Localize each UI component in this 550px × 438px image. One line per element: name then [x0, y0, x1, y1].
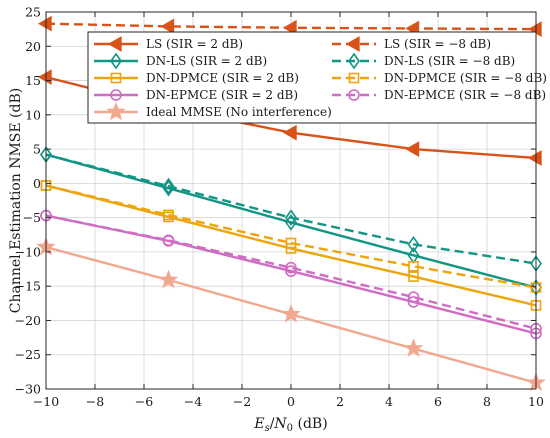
data-point-marker: [285, 265, 297, 277]
data-point-marker: [407, 235, 420, 253]
y-tick-label: −10: [15, 244, 41, 259]
legend-marker: [345, 36, 360, 52]
legend-label: DN-EPMCE (SIR = −8 dB): [384, 88, 546, 102]
legend-item: DN-LS (SIR = −8 dB): [332, 52, 515, 70]
legend-marker: [348, 89, 360, 101]
y-tick-label: 10: [25, 107, 41, 122]
series-line: [45, 184, 537, 307]
x-tick-label: −8: [86, 394, 104, 409]
y-tick-label: 15: [25, 73, 41, 88]
legend-item: Ideal MMSE (No interference): [94, 101, 332, 121]
series-ls-sir-minus8-db: [37, 15, 542, 38]
legend-label: LS (SIR = −8 dB): [384, 37, 491, 51]
tick-layer: −10 −8 −6 −4 −2 0 2 4 6 8 10−30−25−20−15−10−505101…: [15, 5, 544, 410]
data-point-marker: [282, 124, 297, 141]
y-tick-label: −25: [15, 347, 41, 362]
legend-label: Ideal MMSE (No interference): [146, 105, 332, 119]
legend-box: [87, 31, 537, 124]
legend-label: LS (SIR = 2 dB): [146, 37, 243, 51]
x-tick-label: 6: [434, 394, 442, 409]
y-tick-label: 20: [25, 39, 41, 54]
x-tick-label: 4: [385, 394, 393, 409]
legend-marker: [110, 89, 122, 101]
x-tick-label: 8: [483, 394, 491, 409]
data-point-marker: [281, 304, 301, 323]
y-tick-label: 25: [25, 5, 41, 20]
data-point-marker: [407, 291, 420, 303]
data-point-marker: [162, 234, 175, 247]
x-tick-label: −6: [135, 394, 153, 409]
data-point-marker: [162, 177, 175, 195]
legend-label: DN-EPMCE (SIR = 2 dB): [146, 88, 298, 102]
legend-item: DN-EPMCE (SIR = −8 dB): [332, 88, 546, 102]
y-tick-label: −20: [15, 313, 41, 328]
data-point-marker: [163, 209, 174, 221]
series-line: [45, 153, 537, 265]
legend-item: DN-LS (SIR = 2 dB): [94, 52, 267, 70]
legend: LS (SIR = 2 dB) LS (SIR = −8 dB) DN-LS (SI…: [87, 31, 547, 124]
data-point-marker: [405, 141, 420, 157]
legend-marker: [110, 52, 122, 70]
legend-item: DN-EPMCE (SIR = 2 dB): [94, 88, 298, 102]
series-line: [45, 153, 537, 289]
x-tick-label: −2: [233, 394, 251, 409]
data-point-marker: [285, 243, 297, 254]
legend-marker: [348, 72, 360, 84]
y-tick-label: 0: [33, 176, 41, 191]
legend-item: LS (SIR = −8 dB): [332, 36, 491, 52]
y-axis-label: Channel Estimation NMSE (dB): [8, 88, 24, 313]
legend-label: DN-LS (SIR = −8 dB): [384, 54, 515, 68]
x-axis-label: Es/N0 (dB): [253, 416, 327, 434]
legend-label: DN-DPMCE (SIR = 2 dB): [146, 71, 299, 85]
x-tick-label: −4: [184, 394, 202, 409]
data-point-marker: [408, 271, 419, 282]
y-tick-label: −5: [23, 210, 41, 225]
y-tick-label: −15: [15, 279, 41, 294]
legend-item: LS (SIR = 2 dB): [94, 36, 243, 52]
data-point-marker: [282, 19, 297, 36]
x-tick-label: 0: [287, 394, 295, 409]
x-tick-label: −10: [33, 394, 59, 409]
y-tick-label: −30: [15, 382, 41, 397]
legend-item: DN-DPMCE (SIR = −8 dB): [332, 71, 547, 85]
series-line: [45, 214, 537, 335]
legend-label: DN-LS (SIR = 2 dB): [146, 54, 267, 68]
data-point-marker: [407, 296, 420, 308]
data-point-marker: [285, 209, 297, 227]
data-point-marker: [408, 261, 419, 272]
legend-marker: [348, 52, 360, 70]
data-point-marker: [37, 15, 52, 32]
data-point-marker: [285, 261, 297, 274]
data-point-marker: [285, 237, 297, 249]
legend-label: DN-DPMCE (SIR = −8 dB): [384, 71, 547, 85]
legend-marker: [110, 72, 122, 84]
legend-marker: [107, 36, 122, 52]
legend-marker: [106, 101, 126, 121]
data-point-marker: [527, 150, 542, 166]
data-point-marker: [160, 18, 175, 35]
x-tick-label: 2: [336, 394, 344, 409]
legend-item: DN-DPMCE (SIR = 2 dB): [94, 71, 299, 85]
data-point-marker: [158, 269, 179, 289]
y-tick-label: 5: [33, 142, 41, 157]
data-point-marker: [403, 338, 424, 357]
x-tick-label: 10: [528, 394, 544, 409]
